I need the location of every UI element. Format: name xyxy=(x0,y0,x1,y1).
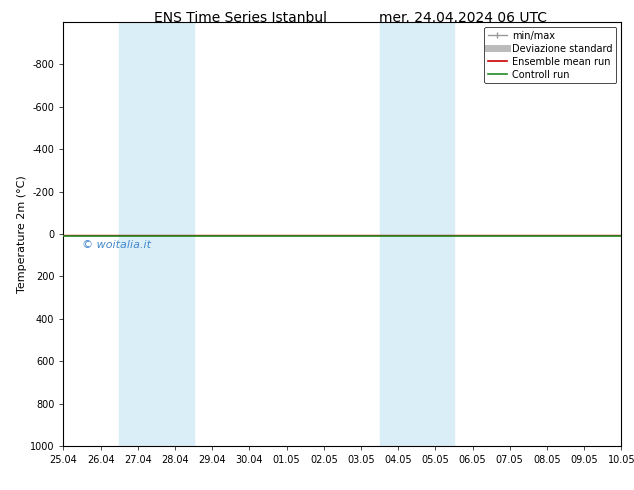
Text: ENS Time Series Istanbul: ENS Time Series Istanbul xyxy=(155,11,327,25)
Y-axis label: Temperature 2m (°C): Temperature 2m (°C) xyxy=(17,175,27,293)
Legend: min/max, Deviazione standard, Ensemble mean run, Controll run: min/max, Deviazione standard, Ensemble m… xyxy=(484,27,616,83)
Text: mer. 24.04.2024 06 UTC: mer. 24.04.2024 06 UTC xyxy=(379,11,547,25)
Bar xyxy=(380,22,454,446)
Bar xyxy=(119,22,193,446)
Text: © woitalia.it: © woitalia.it xyxy=(82,240,151,250)
